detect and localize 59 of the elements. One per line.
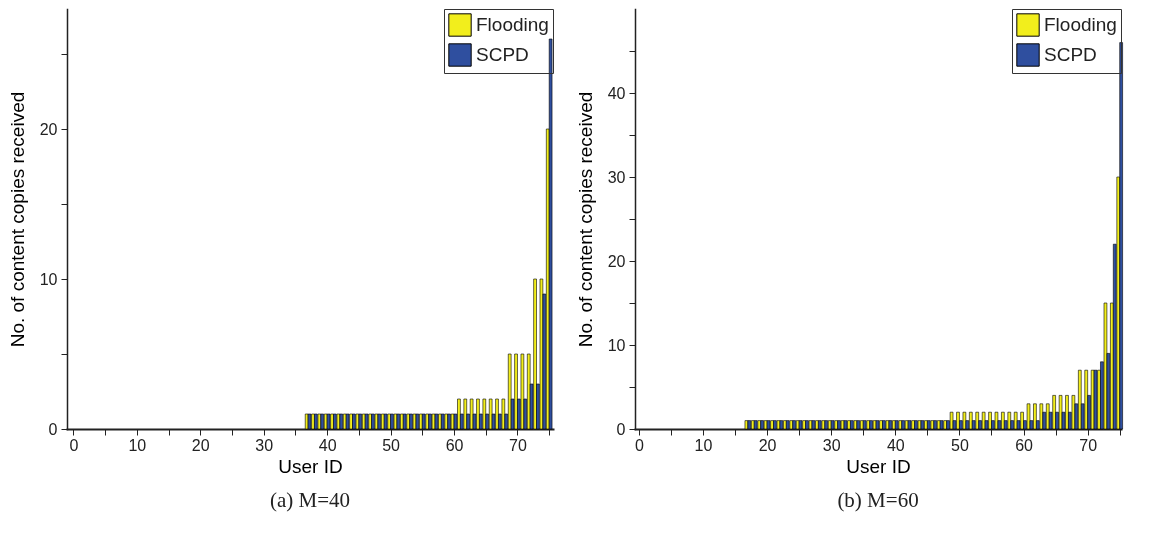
x-tick-label: 60 xyxy=(1015,436,1034,454)
x-tick-label: 0 xyxy=(69,436,79,454)
x-axis-title: User ID xyxy=(846,455,911,477)
bar xyxy=(488,398,493,430)
bar xyxy=(457,398,461,430)
x-tick-label: 30 xyxy=(255,436,274,454)
x-tick-label: 40 xyxy=(318,436,337,454)
y-tick-label: 20 xyxy=(607,252,626,270)
legend-label: SCPD xyxy=(476,44,529,65)
bar xyxy=(1033,403,1037,430)
x-tick-label: 50 xyxy=(951,436,969,454)
text: (b) M=60 xyxy=(837,488,919,512)
x-tick-label: 10 xyxy=(128,436,147,454)
bar xyxy=(514,353,518,430)
x-tick-label: 20 xyxy=(191,436,210,454)
bar xyxy=(1078,369,1082,430)
legend-label: Flooding xyxy=(476,14,549,35)
bar xyxy=(527,353,531,430)
x-tick-label: 70 xyxy=(509,436,527,454)
y-tick-label: 10 xyxy=(39,270,58,288)
bar xyxy=(476,398,480,430)
x-tick-label: 0 xyxy=(634,436,644,454)
y-tick-label: 0 xyxy=(616,420,626,438)
y-tick-label: 20 xyxy=(39,120,58,138)
x-tick-label: 60 xyxy=(445,436,464,454)
y-tick-label: 30 xyxy=(607,168,626,186)
bar xyxy=(548,38,553,430)
y-tick-label: 10 xyxy=(607,336,626,354)
legend-label: Flooding xyxy=(1044,14,1117,35)
x-tick-label: 20 xyxy=(758,436,777,454)
x-tick-label: 50 xyxy=(382,436,401,454)
bar xyxy=(469,398,474,430)
y-axis-title: No. of content copies received xyxy=(574,91,596,348)
bar xyxy=(949,411,954,430)
bar xyxy=(463,398,468,430)
bar xyxy=(1001,411,1005,430)
bar xyxy=(501,398,506,430)
bar xyxy=(482,398,487,430)
bar xyxy=(969,411,973,430)
legend-label: SCPD xyxy=(1044,44,1097,65)
x-tick-label: 40 xyxy=(886,436,905,454)
bar xyxy=(1119,42,1123,430)
x-axis-title: User ID xyxy=(278,455,343,477)
bar xyxy=(495,398,499,430)
bar xyxy=(1026,403,1031,430)
y-tick-label: 40 xyxy=(607,84,626,102)
bar xyxy=(533,278,537,430)
y-axis-title: No. of content copies received xyxy=(6,91,28,348)
y-tick-label: 0 xyxy=(48,420,58,438)
bar xyxy=(1103,302,1108,430)
text: (a) M=40 xyxy=(269,488,351,512)
bar xyxy=(1046,403,1050,430)
bar xyxy=(1058,395,1063,430)
bar xyxy=(994,411,999,430)
bar xyxy=(507,353,512,430)
x-tick-label: 30 xyxy=(822,436,841,454)
x-tick-label: 10 xyxy=(694,436,713,454)
x-tick-label: 70 xyxy=(1079,436,1098,454)
bar xyxy=(520,353,525,430)
